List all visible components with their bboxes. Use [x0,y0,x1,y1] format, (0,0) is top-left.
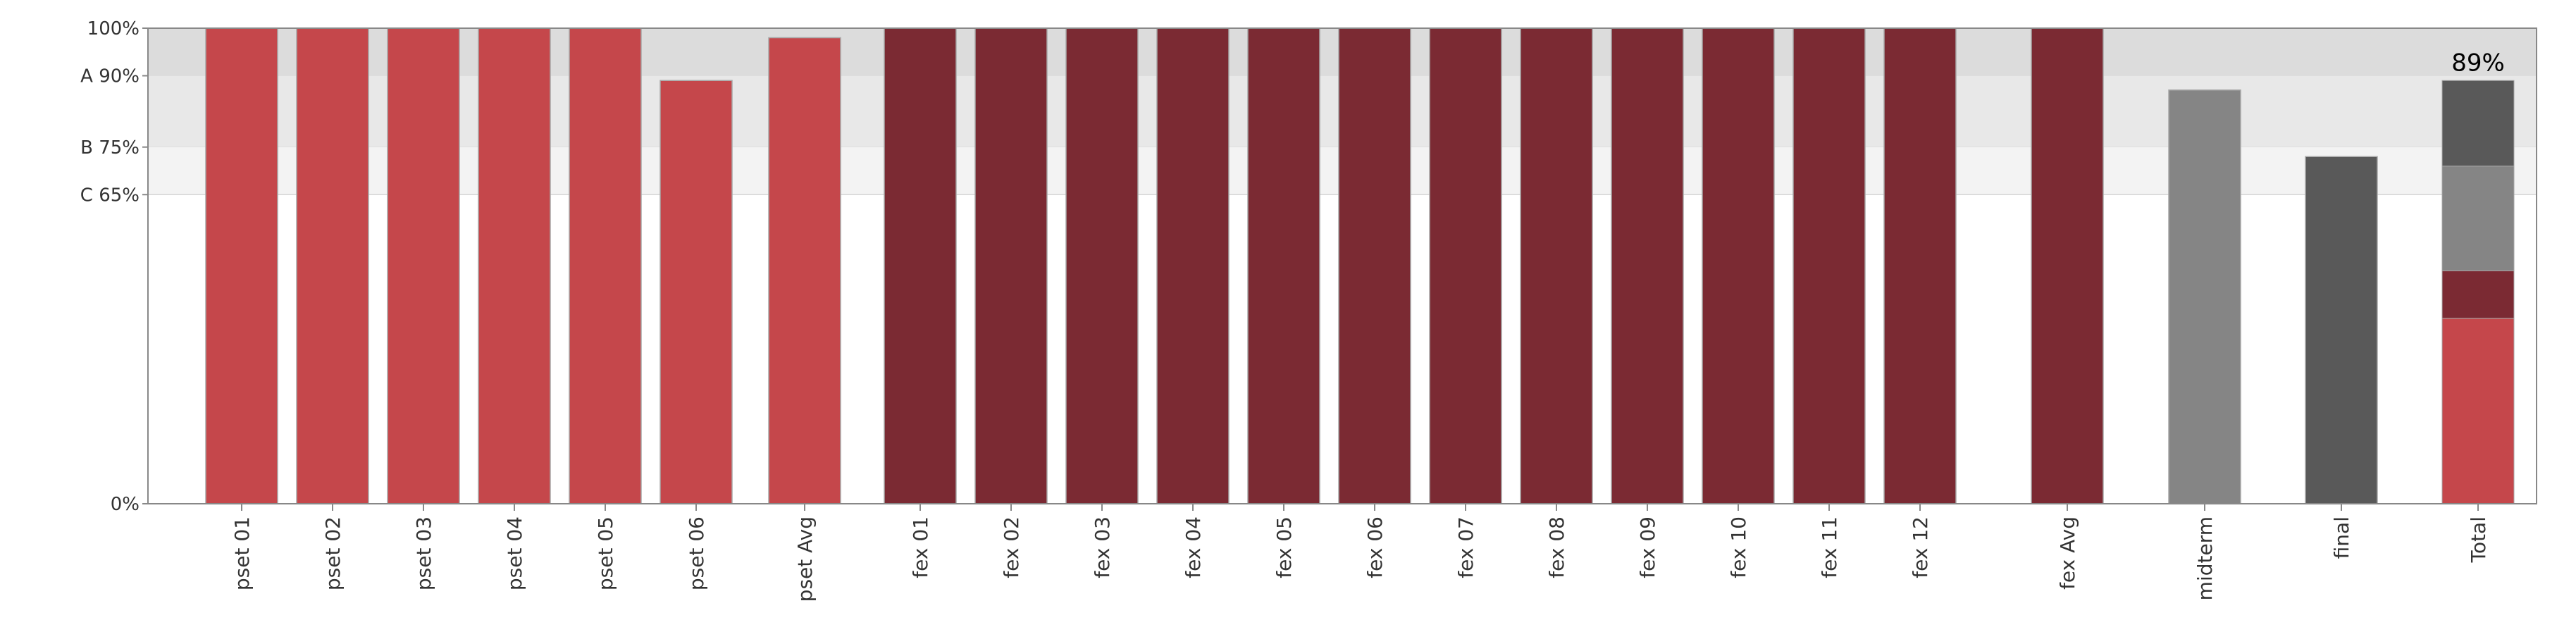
total-value-label: 89% [2451,49,2505,77]
x-tick-label: fex Avg [2056,516,2079,590]
total-segment-midterm [2441,166,2515,271]
total-segment-fex [2441,270,2515,319]
y-tick-label: 100% [87,18,140,39]
x-tick-label: fex 12 [1909,516,1932,578]
x-tick-label: fex 11 [1818,516,1841,578]
bar-fex-10 [1702,27,1775,504]
bar-fex-03 [1065,27,1139,504]
x-tick-label: fex 08 [1545,516,1568,578]
bar-fex-02 [974,27,1048,504]
bar-fex-avg [2031,27,2104,504]
x-tick-label: fex 10 [1727,516,1750,578]
bar-midterm [2168,89,2241,504]
y-tick-label: B 75% [80,137,140,159]
y-tick-label: C 65% [80,185,140,206]
bar-pset-avg [768,37,841,504]
y-tick-label: A 90% [80,66,140,87]
x-tick-label: fex 05 [1272,516,1296,578]
bar-pset-05 [569,27,642,504]
bar-pset-03 [387,27,460,504]
y-axis-ticks: 100% A 90% B 75% C 65% 0% [80,18,148,515]
x-tick-label: pset 02 [321,516,345,590]
x-tick-label: pset 05 [594,516,617,590]
bar-pset-04 [478,27,551,504]
bar-fex-01 [884,27,957,504]
x-tick-label: pset Avg [793,516,817,602]
x-tick-label: fex 01 [909,516,932,578]
bar-fex-12 [1883,27,1957,504]
x-tick-label: pset 04 [503,516,526,590]
bar-fex-08 [1520,27,1593,504]
x-tick-label: midterm [2193,516,2217,600]
bar-fex-05 [1247,27,1320,504]
x-tick-label: pset 06 [685,516,708,590]
x-tick-label: fex 07 [1454,516,1478,578]
bar-fex-11 [1792,27,1866,504]
total-segment-pset [2441,318,2515,504]
x-tick-label: pset 01 [230,516,254,590]
x-tick-label: fex 03 [1091,516,1114,578]
bars [205,27,2515,504]
x-tick-label: Total [2467,516,2490,563]
x-tick-label: pset 03 [412,516,435,590]
bar-pset-01 [205,27,278,504]
bar-fex-06 [1338,27,1411,504]
bar-pset-02 [296,27,369,504]
bar-fex-09 [1611,27,1684,504]
y-tick-label: 0% [111,494,140,515]
bar-pset-06 [660,80,733,504]
x-tick-label: fex 06 [1363,516,1387,578]
bar-fex-07 [1429,27,1502,504]
x-axis-ticks: pset 01 pset 02 pset 03 pset 04 pset 05 pset … [230,504,2490,602]
x-tick-label: fex 09 [1636,516,1659,578]
total-segment-final [2441,80,2515,167]
x-tick-label: fex 02 [1000,516,1023,578]
plot-frame [147,27,2537,504]
x-tick-label: final [2330,516,2353,559]
bar-fex-04 [1156,27,1230,504]
bar-final [2305,156,2378,504]
x-tick-label: fex 04 [1182,516,1205,578]
